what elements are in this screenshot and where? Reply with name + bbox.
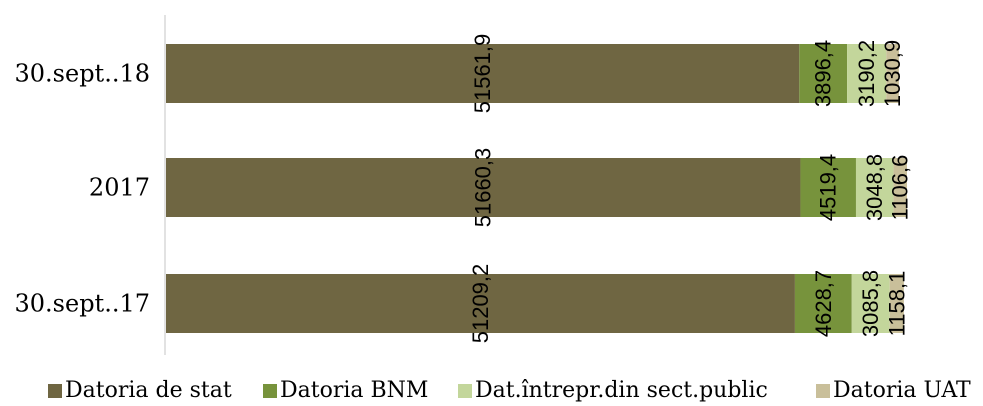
legend-label: Datoria de stat	[65, 378, 232, 403]
bar-segment	[794, 274, 852, 333]
data-label: 1158,1	[884, 271, 909, 337]
bar-segment	[851, 274, 890, 333]
bar-segment	[799, 44, 848, 103]
legend-label: Datoria UAT	[833, 378, 971, 403]
bar-segment	[847, 44, 887, 103]
legend: Datoria de stat Datoria BNM Dat.întrepr.di…	[48, 378, 971, 403]
data-label: 4519,4	[816, 154, 841, 221]
legend-swatch	[458, 384, 472, 398]
legend-swatch	[816, 384, 830, 398]
data-label: 51561,9	[470, 34, 495, 114]
bar-segment	[886, 44, 899, 103]
category-labels: 30.sept..18 2017 30.sept..17	[15, 60, 151, 318]
legend-swatch	[263, 384, 277, 398]
legend-label: Datoria BNM	[280, 378, 428, 403]
legend-swatch	[48, 384, 62, 398]
data-label: 3085,8	[858, 270, 883, 337]
data-labels: 51561,9 3896,4 3190,2 1030,9 51660,3 4519,4 30…	[468, 34, 913, 344]
category-label: 30.sept..17	[15, 290, 151, 318]
data-label: 3048,8	[862, 154, 887, 221]
bar-segment	[166, 274, 795, 333]
category-label: 30.sept..18	[15, 60, 151, 88]
bars-group	[166, 44, 907, 333]
bar-segment	[889, 274, 904, 333]
data-label: 4628,7	[811, 270, 836, 337]
bar-segment	[166, 158, 801, 217]
data-label: 51209,2	[468, 264, 493, 344]
bar-segment	[166, 44, 800, 103]
bar-segment	[893, 158, 907, 217]
bar-segment	[800, 158, 856, 217]
data-label: 3896,4	[811, 40, 836, 107]
data-label: 3190,2	[854, 40, 879, 107]
data-label: 1030,9	[880, 40, 905, 107]
data-label: 1106,6	[888, 155, 913, 221]
category-label: 2017	[89, 174, 150, 202]
legend-label: Dat.întrepr.din sect.public	[475, 378, 768, 403]
data-label: 51660,3	[471, 148, 496, 228]
bar-segment	[855, 158, 894, 217]
